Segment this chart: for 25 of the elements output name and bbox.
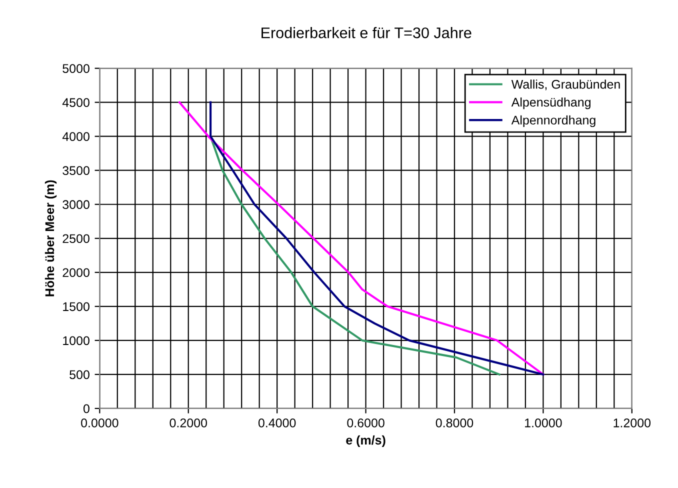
y-tick-label: 500: [70, 370, 90, 380]
x-tick-label: 1.0000: [525, 418, 562, 428]
x-tick-label: 0.4000: [258, 418, 296, 428]
y-tick-label: 2500: [62, 234, 90, 244]
legend-label: Alpensüdhang: [511, 97, 590, 110]
y-tick-label: 3500: [62, 166, 90, 176]
y-tick-label: 5000: [62, 64, 90, 73]
chart-title: Erodierbarkeit e für T=30 Jahre: [262, 27, 472, 38]
x-tick-label: 0.6000: [347, 418, 384, 428]
legend-label: Alpennordhang: [511, 115, 596, 128]
x-tick-label: 1.2000: [614, 418, 651, 428]
line-series: [210, 135, 500, 376]
y-tick-label: 4500: [62, 98, 90, 107]
x-tick-label: 0.0000: [81, 418, 118, 428]
x-tick-label: 0.8000: [436, 418, 474, 428]
y-tick-label: 1500: [63, 302, 90, 312]
x-tick-label: 0.2000: [170, 418, 207, 428]
y-tick-label: 2000: [62, 268, 90, 278]
legend-label: Wallis, Graubünden: [511, 80, 620, 90]
y-axis-title: Höhe über Meer (m): [44, 180, 57, 296]
y-tick-label: 3000: [62, 200, 90, 210]
y-tick-label: 1000: [63, 336, 90, 346]
x-axis-title: e (m/s): [346, 435, 386, 448]
y-tick-label: 0: [83, 404, 90, 414]
y-tick-label: 4000: [62, 132, 90, 141]
